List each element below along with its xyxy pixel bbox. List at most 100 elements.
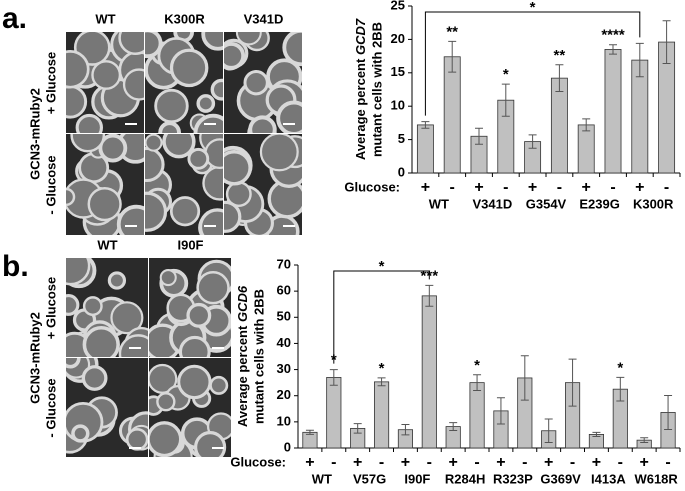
y-tick-label: 10 — [277, 413, 291, 428]
error-bar — [449, 422, 458, 431]
y-axis-label-part: Average percent — [353, 58, 368, 160]
y-axis-label: mutant cells with 2BB — [369, 22, 384, 157]
x-tick-label: + — [582, 179, 591, 196]
cells — [66, 258, 148, 357]
bar — [416, 124, 434, 174]
error-bar — [448, 40, 457, 73]
cell — [87, 186, 122, 222]
y-tick-label: 0 — [398, 164, 405, 179]
x-tick-label: - — [664, 179, 669, 196]
error-bar — [640, 437, 649, 444]
y-axis-label-part: Average percent — [235, 325, 250, 427]
error-bar — [305, 429, 314, 435]
x-tick-label: + — [421, 179, 430, 196]
cell — [66, 258, 91, 286]
cells — [149, 363, 231, 457]
cell — [149, 421, 183, 457]
cell — [145, 191, 168, 232]
error-bar — [664, 394, 673, 430]
row-label: + Glucose — [43, 277, 58, 340]
bar — [326, 377, 342, 449]
group-label: V57G — [353, 471, 386, 486]
bracket — [333, 270, 430, 364]
x-tick-label: - — [331, 454, 336, 471]
cell — [145, 134, 163, 152]
y-axis-label-gene: GCD7 — [353, 18, 368, 55]
cells — [66, 134, 144, 235]
y-tick-label: 0 — [284, 439, 291, 454]
x-tick-label: + — [544, 454, 553, 471]
y-axis-label: mutant cells with 2BB — [251, 289, 266, 424]
x-tick-label: - — [570, 454, 575, 471]
x-tick-label: + — [528, 179, 537, 196]
cell — [116, 204, 144, 235]
group-label: E239G — [579, 196, 619, 211]
y-axis-label: Average percent GCD6 — [235, 285, 250, 427]
cell — [98, 134, 128, 163]
reporter-label: GCN3-mRuby2 — [27, 312, 42, 404]
row-label: + Glucose — [43, 52, 58, 115]
cell — [82, 325, 120, 357]
cell — [66, 294, 80, 316]
cell — [122, 68, 144, 101]
y-tick-label: 60 — [277, 283, 291, 298]
y-tick-label: 40 — [277, 335, 291, 350]
column-label: WT — [97, 237, 117, 252]
group-label: WT — [429, 196, 449, 211]
cell — [224, 42, 246, 70]
error-bar — [329, 369, 338, 386]
x-axis-label: Glucose: — [230, 454, 286, 469]
y-tick-label: 25 — [391, 0, 405, 12]
cell — [198, 208, 223, 235]
error-bar — [501, 83, 510, 117]
cell — [196, 94, 216, 113]
cell — [154, 88, 189, 124]
column-label: WT — [95, 11, 115, 26]
cell — [70, 134, 106, 153]
bar — [550, 77, 568, 174]
error-bar — [475, 127, 483, 145]
x-tick-label: + — [353, 454, 362, 471]
cell — [91, 60, 122, 90]
y-tick-label: 50 — [277, 309, 291, 324]
cell — [276, 100, 302, 133]
group-label: K300R — [633, 196, 674, 211]
bracket-label: * — [379, 258, 385, 275]
x-tick-label: - — [503, 179, 508, 196]
error-bar — [555, 64, 564, 93]
significance: * — [379, 360, 385, 377]
cell — [209, 375, 229, 395]
significance: **** — [601, 27, 625, 44]
error-bar — [635, 42, 644, 78]
row-label: - Glucose — [43, 378, 58, 437]
significance: * — [503, 66, 509, 83]
column-label: V341D — [244, 11, 284, 26]
row-label: - Glucose — [43, 155, 58, 214]
error-bar — [377, 377, 386, 387]
group-label: I413A — [591, 471, 626, 486]
cells — [224, 32, 302, 133]
bar — [577, 124, 595, 174]
cells — [145, 134, 223, 235]
group-label: I90F — [404, 471, 430, 486]
cell — [75, 113, 103, 133]
significance: ** — [446, 23, 458, 40]
x-tick-label: + — [449, 454, 458, 471]
cell — [187, 147, 210, 170]
panel-label: b. — [2, 250, 29, 283]
cell — [145, 32, 163, 59]
error-bar — [520, 355, 529, 401]
error-bar — [353, 423, 362, 434]
cell — [224, 150, 252, 186]
cell — [81, 365, 108, 391]
cell — [66, 84, 88, 119]
cells — [66, 358, 148, 454]
group-label: G369V — [540, 471, 581, 486]
cell — [282, 32, 302, 67]
group-label: W618R — [634, 471, 678, 486]
cell — [82, 296, 103, 317]
group-label: WT — [312, 471, 332, 486]
bar — [469, 382, 485, 449]
bar — [443, 56, 461, 174]
cell — [107, 271, 127, 290]
